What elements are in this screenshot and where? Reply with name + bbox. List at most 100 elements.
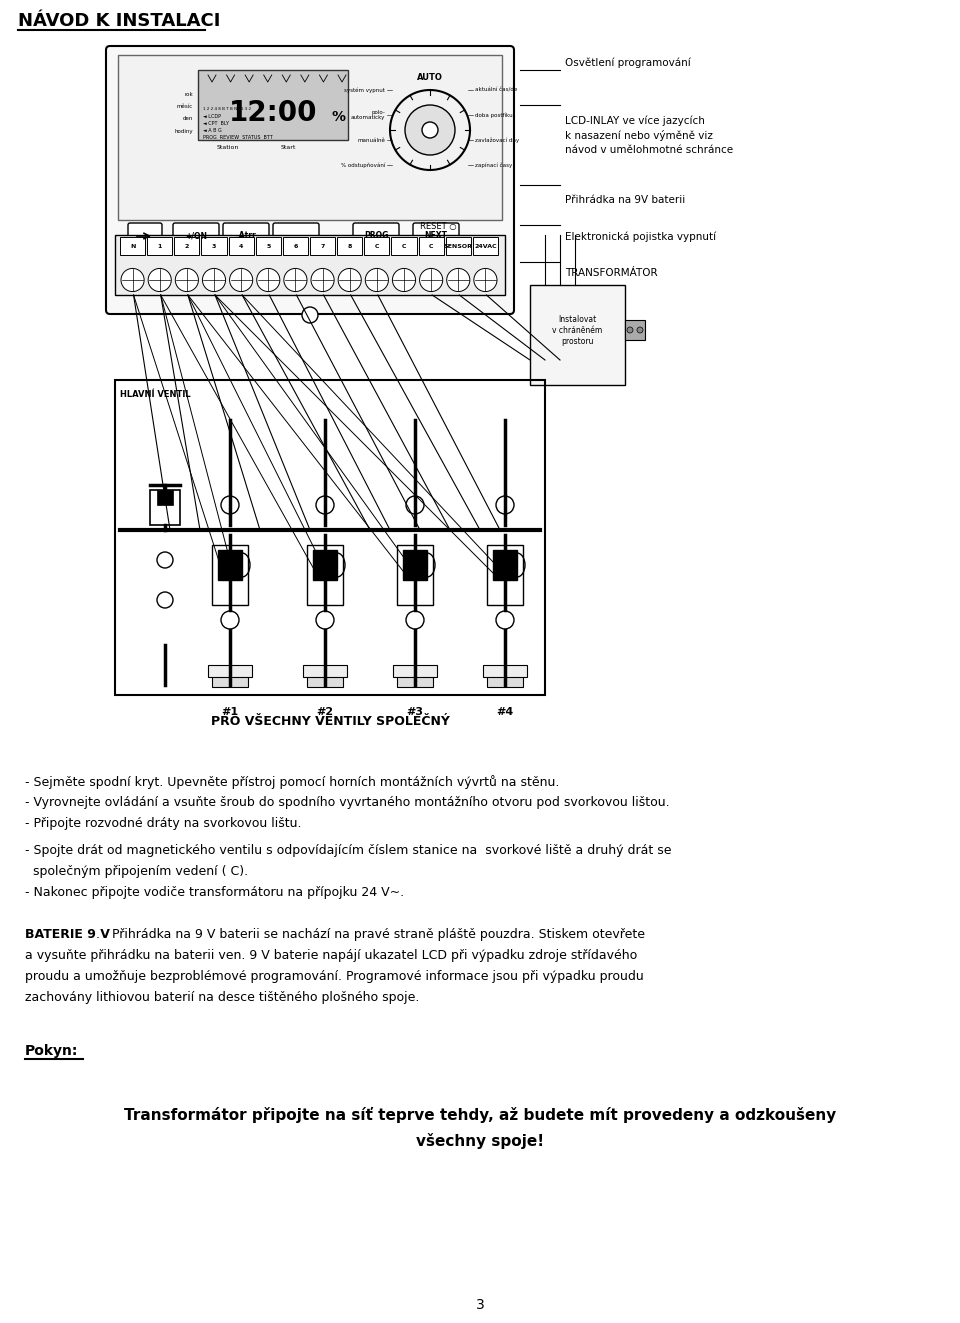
Bar [445,237,470,255]
Text: manuálně: manuálně [357,138,385,143]
Text: - Vyrovnejte ovládání a vsuňte šroub do spodního vyvrtaného montážního otvoru po: - Vyrovnejte ovládání a vsuňte šroub do … [25,796,670,808]
Bar [530,284,625,385]
Bar [483,665,527,677]
Circle shape [496,611,514,628]
Bar [419,237,444,255]
Circle shape [203,269,226,291]
FancyBboxPatch shape [273,224,319,249]
FancyBboxPatch shape [128,224,162,249]
Text: –Atrr: –Atrr [235,232,256,241]
Circle shape [420,269,443,291]
Circle shape [316,496,334,515]
Bar [283,237,308,255]
Text: - Připojte rozvodné dráty na svorkovou lištu.: - Připojte rozvodné dráty na svorkovou l… [25,818,301,830]
Text: Elektronická pojistka vypnutí: Elektronická pojistka vypnutí [565,232,716,242]
Circle shape [221,496,239,515]
FancyBboxPatch shape [413,224,459,249]
Bar [120,237,145,255]
Text: doba postfíku: doba postfíku [475,112,513,118]
Text: všechny spoje!: všechny spoje! [416,1132,544,1148]
Text: 1: 1 [157,243,162,249]
Text: PROG: PROG [364,232,388,241]
Bar [403,550,427,579]
Circle shape [221,611,239,628]
Text: hodiny: hodiny [175,128,193,134]
Circle shape [302,307,318,323]
Bar [392,237,417,255]
Text: - Spojte drát od magnetického ventilu s odpovídajícím číslem stanice na  svorkov: - Spojte drát od magnetického ventilu s … [25,844,671,857]
Text: 4: 4 [239,243,243,249]
Bar [147,237,172,255]
Text: rok: rok [184,93,193,98]
Text: AUTO: AUTO [417,73,443,82]
Text: ◄ A B G: ◄ A B G [203,128,222,134]
Bar [625,320,645,340]
Bar [228,237,253,255]
Circle shape [256,269,280,291]
Text: C: C [429,243,433,249]
Bar [487,545,523,605]
Text: LCD-INLAY ve více jazycích
k nasazení nebo výměně viz
návod v umělohmotné schrán: LCD-INLAY ve více jazycích k nasazení ne… [565,115,733,155]
Text: zachovány lithiovou baterií na desce tištěného plošného spoje.: zachovány lithiovou baterií na desce tiš… [25,991,420,1004]
Text: a vysuňte přihrádku na baterii ven. 9 V baterie napájí ukazatel LCD při výpadku : a vysuňte přihrádku na baterii ven. 9 V … [25,950,637,962]
Circle shape [496,496,514,515]
Text: #2: #2 [317,706,333,717]
Text: #3: #3 [406,706,423,717]
Text: #1: #1 [222,706,239,717]
Bar [198,70,348,140]
Text: Osvětlení programování: Osvětlení programování [565,58,691,69]
Bar [115,380,545,695]
Bar [202,237,227,255]
Text: 8: 8 [348,243,352,249]
FancyBboxPatch shape [353,224,399,249]
Text: PRO VŠECHNY VENTILY SPOLEČNÝ: PRO VŠECHNY VENTILY SPOLEČNÝ [210,714,449,728]
FancyBboxPatch shape [223,224,269,249]
Text: C: C [401,243,406,249]
Circle shape [422,122,438,138]
Text: zapínací časy: zapínací časy [475,163,513,168]
Bar [337,237,362,255]
Circle shape [366,269,389,291]
Bar [212,545,248,605]
Circle shape [406,496,424,515]
Text: zavlažovací dny: zavlažovací dny [475,138,519,143]
Text: 1 2 2 4 8 B T B N   1 3 2: 1 2 2 4 8 B T B N 1 3 2 [203,107,252,111]
Bar [212,671,248,687]
Text: - Nakonec připojte vodiče transformátoru na přípojku 24 V~.: - Nakonec připojte vodiče transformátoru… [25,886,404,900]
Text: proudu a umožňuje bezproblémové programování. Programové informace jsou při výpa: proudu a umožňuje bezproblémové programo… [25,970,644,983]
Text: BATERIE 9 V: BATERIE 9 V [25,929,109,941]
Text: systém vypnut: systém vypnut [344,87,385,93]
Text: aktuální čas/de: aktuální čas/de [475,87,517,93]
Bar [310,237,335,255]
Circle shape [446,269,469,291]
Bar [118,56,502,220]
Text: ◄ CPT  BLY: ◄ CPT BLY [203,120,229,126]
Text: PROG  REVIEW  STATUS  BTT: PROG REVIEW STATUS BTT [203,135,273,140]
Text: Start: Start [280,146,296,149]
Circle shape [338,269,361,291]
Circle shape [406,611,424,628]
Circle shape [311,269,334,291]
Text: 2: 2 [184,243,189,249]
Bar [157,490,173,505]
Text: RESET ○: RESET ○ [420,222,457,232]
Circle shape [284,269,307,291]
Text: %: % [331,110,345,124]
Bar [473,237,498,255]
Text: 5: 5 [266,243,271,249]
Bar [393,665,437,677]
Text: polo-
automaticky: polo- automaticky [350,110,385,120]
Text: TRANSFORMÁTOR: TRANSFORMÁTOR [565,269,658,278]
Bar [307,545,343,605]
Text: 24VAC: 24VAC [474,243,496,249]
Bar [493,550,517,579]
Text: ◄ LCDP: ◄ LCDP [203,114,221,119]
Circle shape [157,591,173,609]
FancyBboxPatch shape [106,46,514,314]
Bar [397,671,433,687]
Bar [115,235,505,295]
Text: % odstupňování: % odstupňování [341,163,385,168]
Text: Instalovat
v chráněném
prostoru: Instalovat v chráněném prostoru [552,315,603,347]
Circle shape [405,105,455,155]
Text: Přihrádka na 9V baterii: Přihrádka na 9V baterii [565,194,685,205]
